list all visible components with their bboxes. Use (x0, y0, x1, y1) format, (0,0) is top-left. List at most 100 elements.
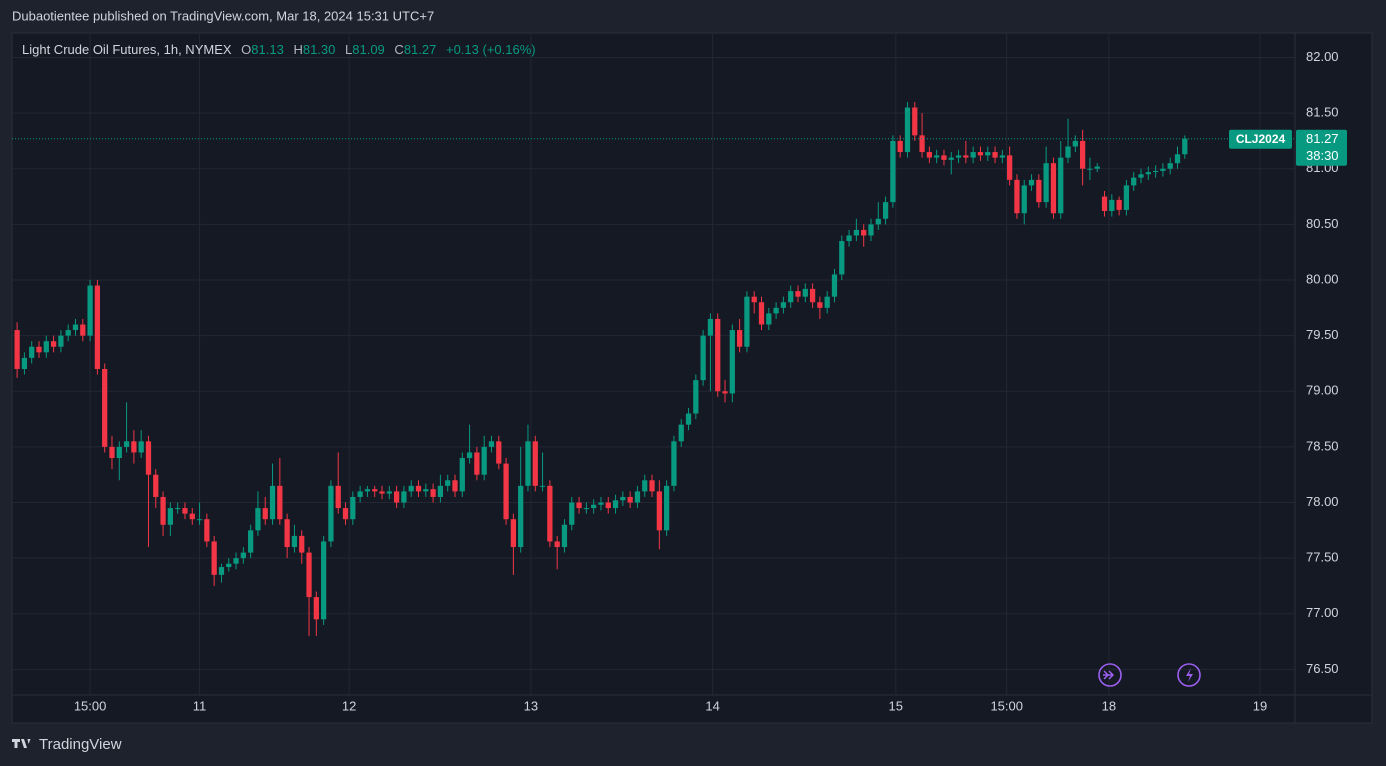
candle-body (452, 480, 458, 492)
candles (14, 101, 1188, 637)
y-tick-label: 77.50 (1306, 550, 1339, 565)
candle-body (977, 152, 984, 156)
candle-body (751, 296, 757, 303)
candle-body (715, 318, 721, 392)
candle-body (758, 302, 765, 325)
candle-body (299, 535, 305, 553)
candle-body (160, 496, 166, 525)
candle-body (664, 485, 670, 531)
icon-glyph (1186, 668, 1193, 682)
candle-body (284, 519, 290, 548)
candle-body (547, 485, 553, 542)
candle-body (50, 341, 57, 347)
footer-text: TradingView (39, 736, 122, 753)
candle-body (882, 202, 889, 219)
candle-body (196, 519, 203, 521)
candle-body (569, 502, 575, 525)
candle-body (350, 496, 356, 520)
candle-body (1065, 146, 1071, 158)
candle-body (736, 330, 743, 347)
icon[interactable] (1098, 663, 1122, 687)
legend-value: 81.27 (404, 42, 437, 57)
candle-body (919, 135, 925, 153)
candle-body (277, 485, 283, 520)
legend-key: C (394, 42, 403, 57)
candle-body (766, 313, 772, 325)
candle-body (576, 502, 582, 509)
candle-body (1123, 185, 1130, 210)
candle-body (459, 458, 465, 492)
icon[interactable] (1177, 663, 1201, 687)
candle-body (1152, 170, 1159, 173)
candle-body (809, 288, 816, 303)
candle-body (123, 441, 130, 447)
candle-body (999, 155, 1005, 158)
candle-body (561, 524, 568, 548)
candle-body (109, 446, 115, 459)
candle-body (539, 485, 546, 487)
candle-body (364, 489, 371, 492)
x-tick-label: 12 (342, 698, 356, 713)
candle-body (488, 441, 495, 447)
candle-body (831, 274, 838, 297)
candle-body (65, 330, 71, 336)
candle-body (138, 441, 144, 453)
candle-body (255, 508, 261, 531)
candle-body (678, 424, 684, 442)
countdown-text: 38:30 (1306, 148, 1339, 163)
candle-body (700, 335, 706, 381)
candle-body (1028, 179, 1035, 186)
candle-body (744, 296, 750, 347)
footer-logo: TradingView (12, 736, 122, 753)
candle-body (817, 302, 823, 308)
candle-body (248, 530, 254, 553)
chart-panel (11, 32, 1373, 724)
candle-body (1182, 138, 1188, 155)
candle-body (342, 508, 349, 520)
legend-value: 81.09 (352, 42, 385, 57)
candle-body (685, 413, 692, 425)
candle-body (357, 491, 363, 497)
candle-body (269, 485, 276, 520)
candle-body (948, 157, 954, 160)
candle-body (94, 285, 101, 370)
symbol-title: Light Crude Oil Futures, 1h, NYMEX (22, 42, 232, 57)
candle-body (627, 496, 633, 503)
candle-body (970, 152, 976, 158)
candle-body (875, 218, 881, 225)
candle-body (1131, 177, 1137, 186)
candle-body (1167, 163, 1173, 169)
candle-body (941, 155, 947, 160)
candle-body (21, 357, 28, 370)
legend-key: L (345, 42, 352, 57)
candle-body (116, 446, 122, 459)
candle-body (1101, 196, 1108, 212)
x-tick-label: 15 (889, 698, 903, 713)
candle-body (313, 597, 319, 620)
candle-body (175, 508, 181, 510)
legend-value: 81.30 (303, 42, 336, 57)
x-tick-label: 15:00 (990, 698, 1023, 713)
x-tick-label: 19 (1253, 698, 1267, 713)
candle-body (583, 508, 589, 510)
candle-body (707, 318, 714, 336)
candle-body (211, 541, 217, 575)
candle-body (226, 563, 232, 568)
candle-body (36, 346, 42, 353)
candle-body (58, 335, 64, 347)
candle-body (204, 519, 210, 542)
candle-body (802, 288, 808, 297)
x-tick-label: 18 (1102, 698, 1116, 713)
icon-glyph (1103, 670, 1115, 680)
chart-icons (1098, 663, 1201, 687)
x-tick-label: 13 (524, 698, 538, 713)
candle-body (1138, 174, 1144, 178)
candle-body (861, 229, 867, 236)
candle-body (649, 480, 655, 492)
candle-body (423, 489, 429, 492)
candle-body (795, 291, 801, 297)
legend-value: 81.13 (251, 42, 284, 57)
legend: Light Crude Oil Futures, 1h, NYMEX O81.1… (22, 42, 536, 57)
candle-body (868, 224, 874, 236)
candle-body (466, 452, 473, 459)
